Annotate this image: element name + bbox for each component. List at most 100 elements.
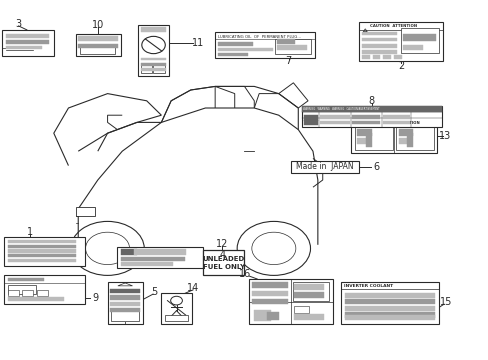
Text: INVERTER COOLANT: INVERTER COOLANT [344,284,392,288]
Bar [400,28,438,53]
Bar [395,126,433,150]
Bar [110,289,140,293]
Text: 7: 7 [285,56,291,66]
Bar [141,63,152,73]
Text: 15: 15 [439,297,451,307]
Text: ATTENTION: ATTENTION [395,121,420,125]
Text: CAUTION  ATTENTION: CAUTION ATTENTION [369,24,416,28]
Bar [6,34,49,38]
Bar [357,138,366,144]
Text: 14: 14 [186,283,199,293]
Bar [138,25,168,76]
Bar [361,55,369,59]
Text: 9: 9 [92,293,98,303]
Text: 3: 3 [16,19,21,29]
Bar [8,285,36,294]
Text: 16: 16 [239,269,251,279]
Text: FUEL ONLY: FUEL ONLY [202,264,244,270]
Bar [8,249,76,253]
Bar [117,247,203,268]
Text: LUBRICATING OIL  OF  PERMANENT PLUG...: LUBRICATING OIL OF PERMANENT PLUG... [218,35,301,39]
Bar [352,121,380,124]
Bar [8,290,19,296]
Bar [361,50,396,54]
Bar [110,302,140,306]
Bar [110,295,140,300]
Bar [110,308,140,312]
Bar [361,38,396,41]
Bar [294,284,324,290]
Bar [320,115,349,119]
Bar [8,278,44,281]
Bar [141,68,166,71]
Bar [345,293,434,298]
Bar [372,55,380,59]
Text: WARNING   WARNING   WARNING   CAUTION/AVERTISSEMENT: WARNING WARNING WARNING CAUTION/AVERTISS… [303,107,379,111]
Bar [76,207,95,216]
Bar [161,293,191,324]
Bar [294,306,308,313]
Bar [8,240,76,243]
Bar [249,279,332,324]
Text: 8: 8 [368,96,374,106]
Bar [121,249,136,255]
Bar [345,315,434,320]
Bar [203,250,244,275]
Bar [4,275,84,304]
Bar [359,22,442,61]
Bar [141,58,166,60]
Text: Made in  JAPAN: Made in JAPAN [296,162,353,171]
Text: CAUTION: CAUTION [355,121,375,125]
Bar [345,312,434,318]
Bar [37,290,48,296]
Text: 13: 13 [438,131,450,141]
Bar [302,106,441,112]
Text: 10: 10 [91,20,104,30]
Bar [354,126,392,150]
Bar [111,311,139,321]
Bar [382,115,408,119]
Bar [251,291,288,296]
Bar [22,290,33,296]
Text: 5: 5 [151,287,157,297]
Bar [361,32,396,35]
Bar [406,133,412,147]
Bar [290,161,359,173]
Bar [8,245,76,248]
Bar [275,39,311,54]
Bar [302,106,441,127]
Bar [357,129,371,136]
Text: 1: 1 [27,227,33,237]
Bar [8,254,76,257]
Bar [345,299,434,304]
Bar [215,32,315,58]
Bar [393,55,401,59]
Bar [218,53,247,56]
Text: 12: 12 [216,239,228,249]
Bar [292,282,328,301]
Bar [254,310,270,321]
Bar [218,42,253,46]
Bar [402,34,435,41]
Bar [153,63,164,73]
Bar [361,44,396,48]
Bar [251,299,288,304]
Bar [6,40,49,44]
Bar [78,36,118,41]
Bar [78,44,118,48]
Bar [320,121,349,124]
Bar [402,45,423,50]
Bar [303,115,317,121]
Bar [2,30,54,56]
Bar [352,115,380,119]
Bar [294,292,324,298]
Bar [383,55,390,59]
Bar [8,297,64,301]
Bar [398,138,407,144]
Bar [350,118,436,153]
Bar [382,121,408,124]
Bar [141,63,166,66]
Bar [341,282,438,324]
Bar [141,27,166,32]
Bar [251,282,288,288]
